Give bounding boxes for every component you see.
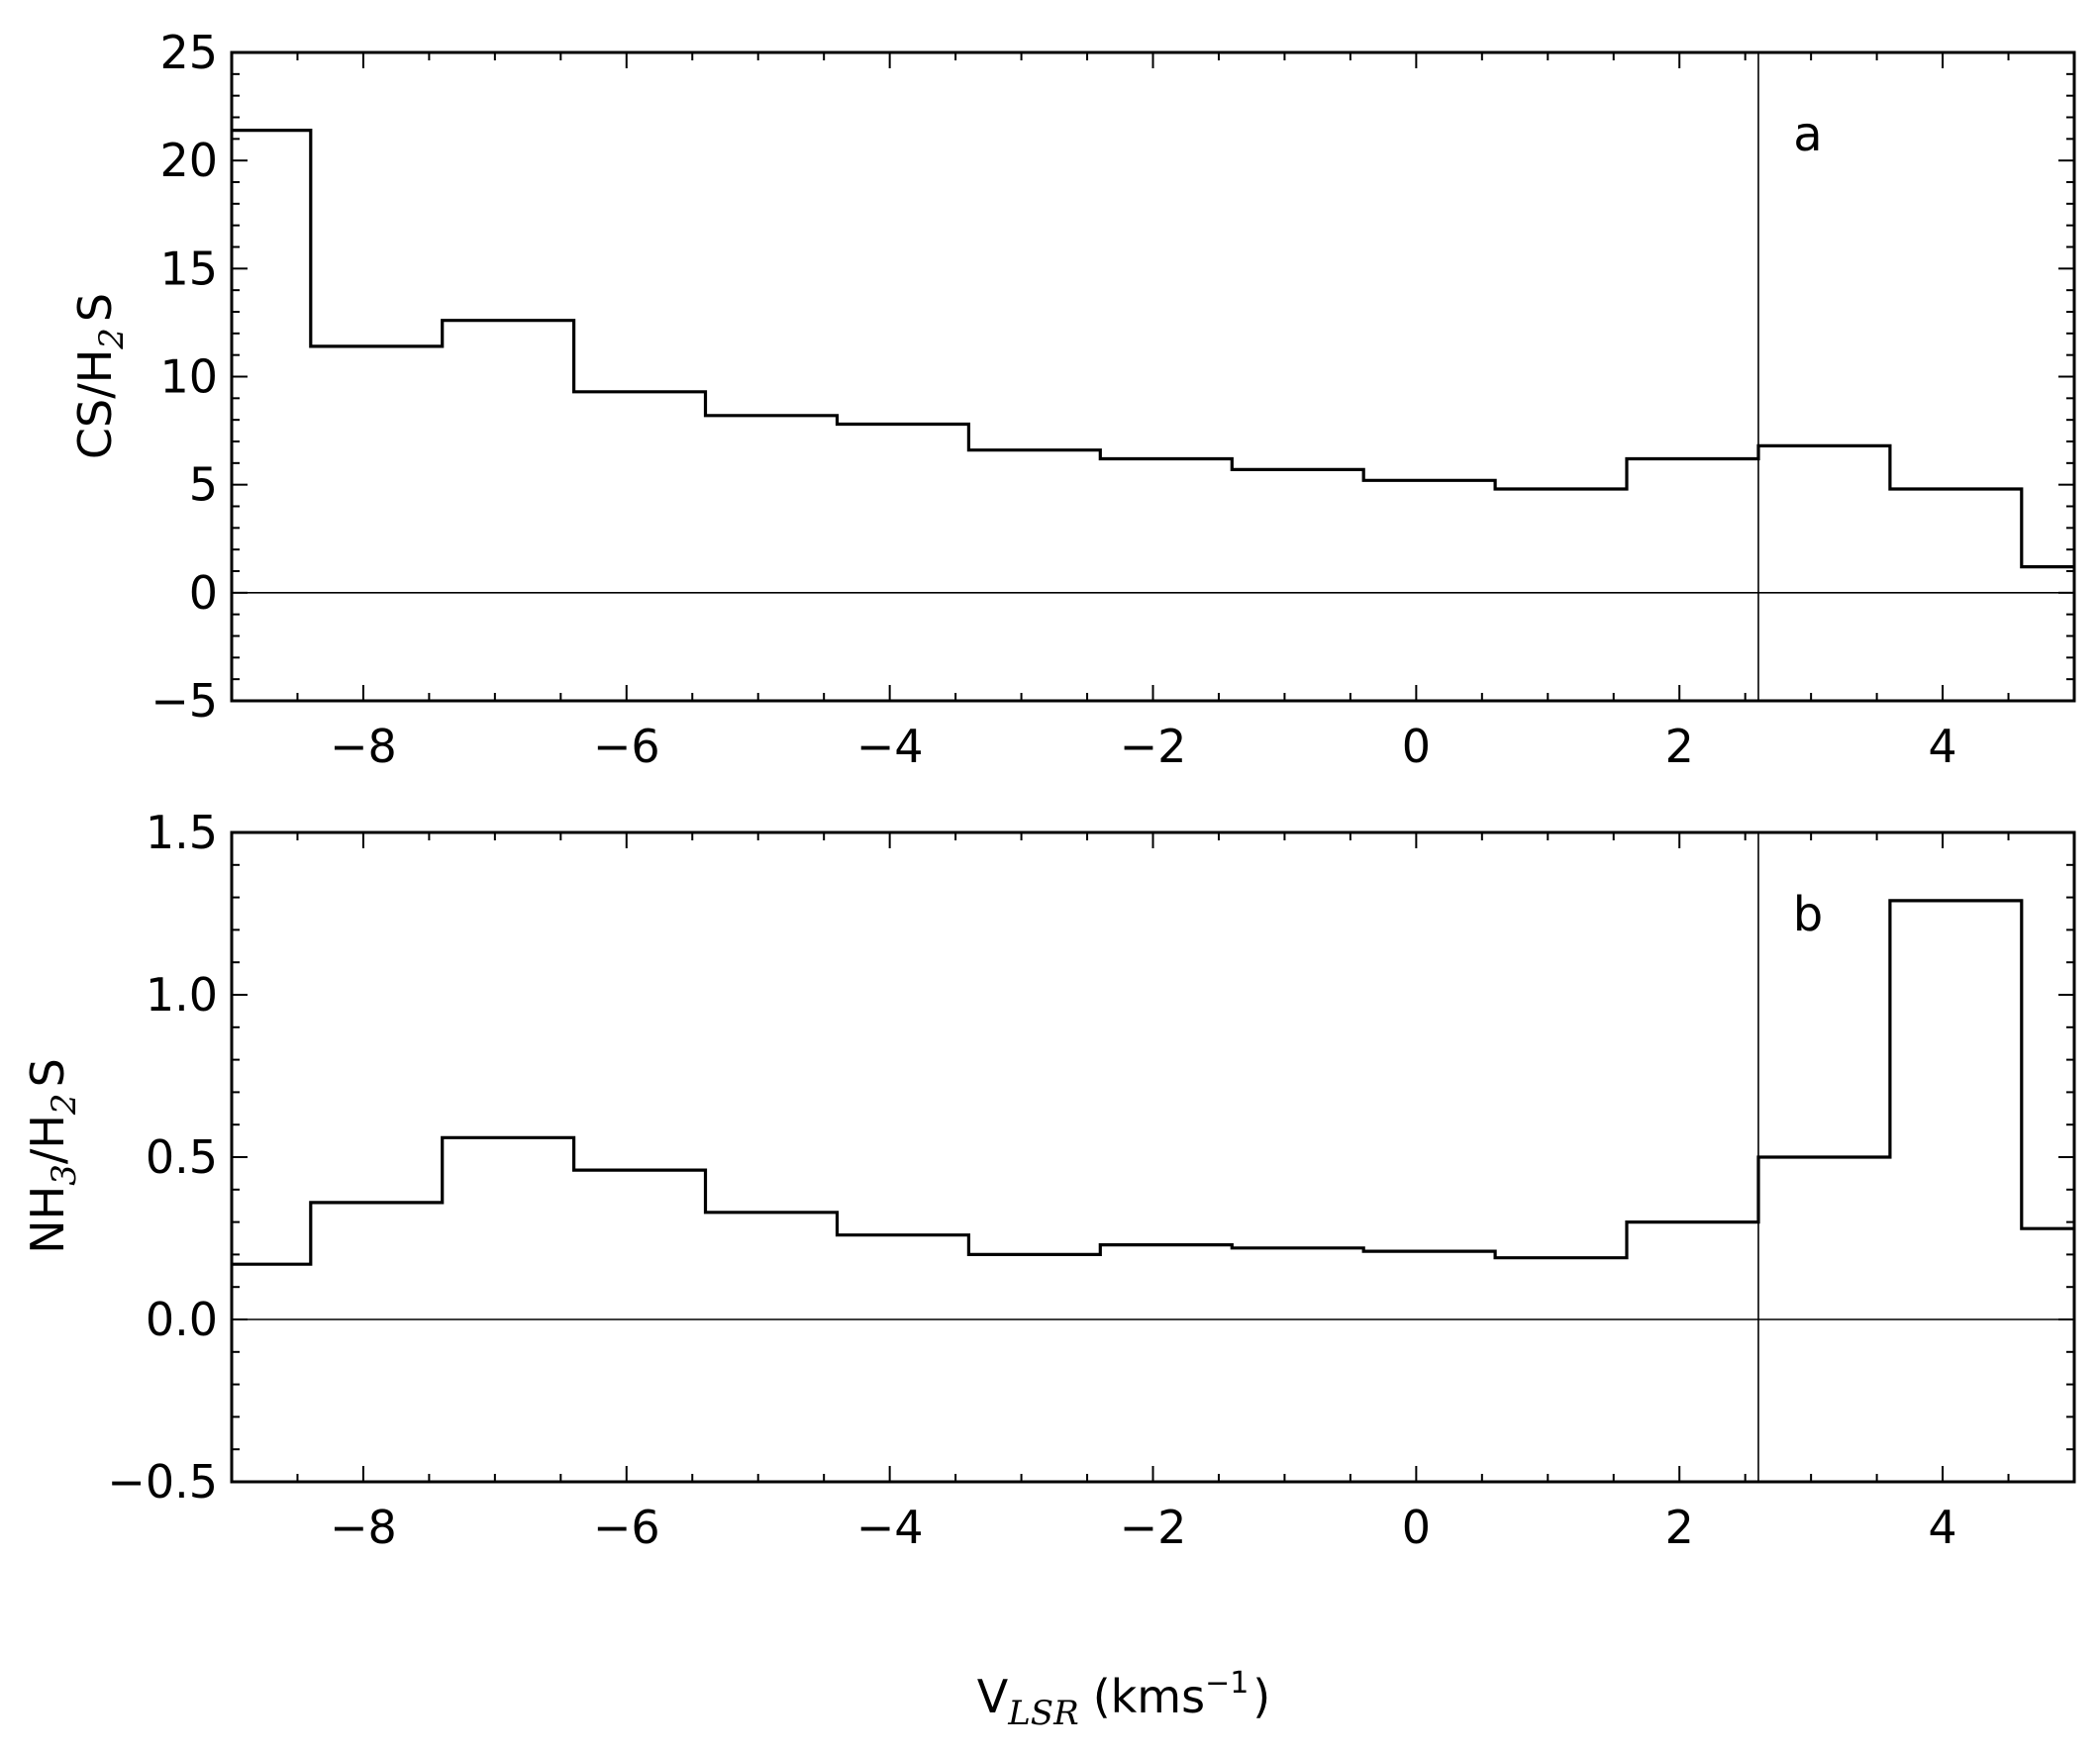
y-tick-labels: −0.5 0.0 0.5 1.0 1.5 — [107, 806, 218, 1509]
y-axis-title: NH3/H2S — [21, 1058, 84, 1254]
y-tick-label: 5 — [189, 458, 218, 512]
panel-b: −8 −6 −4 −2 0 2 4 −0.5 0.0 0.5 1.0 1.5 b NH3/H2S — [21, 806, 2076, 1554]
y-tick-label: 1.0 — [146, 968, 218, 1022]
x-tick-label: −4 — [856, 720, 924, 773]
x-tick-label: 2 — [1665, 720, 1694, 773]
series-group — [232, 899, 2074, 1266]
x-axis-title: VLSR (kms−1) — [977, 1666, 1271, 1733]
plot-frame — [230, 50, 2076, 703]
x-tick-label: −6 — [593, 1501, 660, 1554]
reference-lines — [232, 52, 2074, 701]
y-tick-label: 20 — [159, 134, 218, 187]
x-tick-label: 4 — [1928, 720, 1956, 773]
y-tick-labels: −5 0 5 10 15 20 25 — [150, 26, 218, 728]
panel-a: −8 −6 −4 −2 0 2 4 −5 0 5 10 15 20 25 a CS/H2S — [68, 26, 2076, 773]
y-tick-label: 10 — [159, 350, 218, 404]
plot-frame — [230, 830, 2076, 1484]
x-tick-label: 0 — [1402, 720, 1431, 773]
y-tick-label: 0.5 — [146, 1130, 218, 1184]
series-step-line — [232, 899, 2074, 1266]
x-tick-label: −6 — [593, 720, 660, 773]
panel-label: a — [1793, 107, 1822, 162]
x-tick-label: −8 — [330, 720, 397, 773]
x-tick-label: 2 — [1665, 1501, 1694, 1554]
y-tick-label: 15 — [159, 242, 218, 295]
x-tick-label: −4 — [856, 1501, 924, 1554]
y-tick-label: −5 — [150, 674, 218, 728]
panel-label: b — [1793, 887, 1823, 942]
x-tick-labels: −8 −6 −4 −2 0 2 4 — [330, 720, 1957, 773]
y-tick-label: 0 — [189, 566, 218, 620]
y-tick-label: 25 — [159, 26, 218, 79]
y-tick-label: 0.0 — [146, 1293, 218, 1346]
x-tick-label: 0 — [1402, 1501, 1431, 1554]
y-tick-label: −0.5 — [107, 1455, 218, 1509]
x-tick-label: −8 — [330, 1501, 397, 1554]
x-tick-label: −2 — [1120, 720, 1187, 773]
series-group — [232, 129, 2074, 569]
y-tick-label: 1.5 — [146, 806, 218, 859]
x-tick-label: −2 — [1120, 1501, 1187, 1554]
y-axis-title: CS/H2S — [68, 293, 132, 459]
x-tick-label: 4 — [1928, 1501, 1956, 1554]
x-tick-labels: −8 −6 −4 −2 0 2 4 — [330, 1501, 1957, 1554]
series-step-line — [232, 129, 2074, 569]
